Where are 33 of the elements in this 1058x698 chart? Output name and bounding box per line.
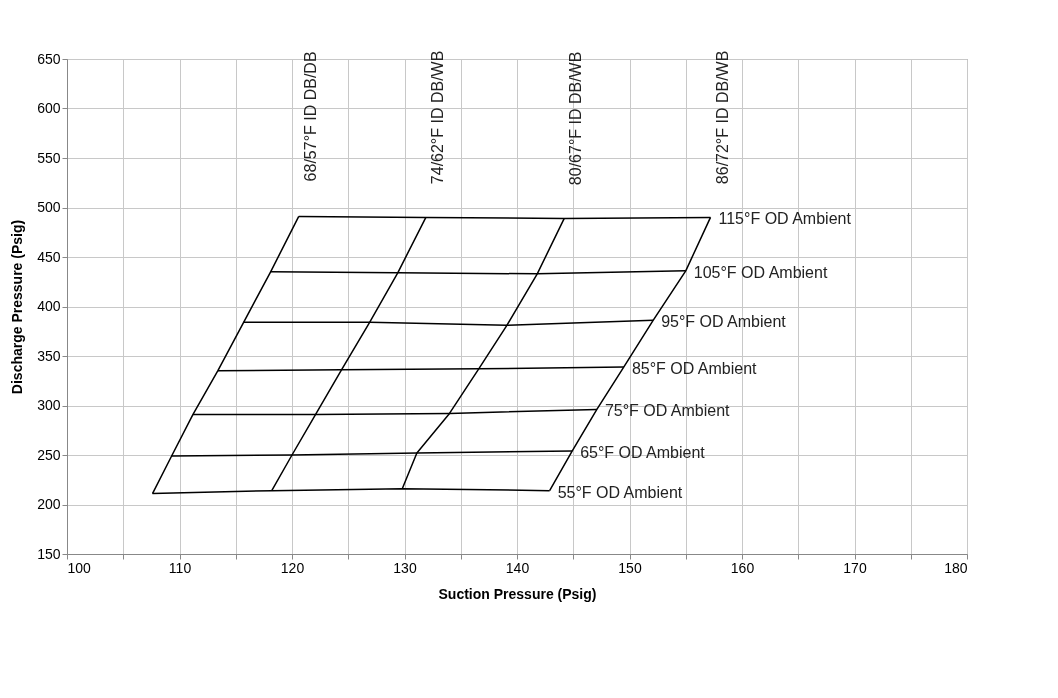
x-tick-label: 160 (730, 559, 755, 576)
x-tick-label: 130 (393, 559, 417, 576)
y-tick-label: 450 (37, 248, 61, 265)
y-tick-label: 500 (37, 199, 61, 215)
series-label: 95°F OD Ambient (661, 313, 787, 331)
series-label: 75°F OD Ambient (604, 402, 731, 420)
series-label: 105°F OD Ambient (693, 263, 828, 281)
y-tick-label: 150 (37, 545, 61, 562)
x-tick-label: 170 (843, 559, 867, 576)
series-label: 65°F OD Ambient (580, 444, 706, 462)
x-tick-label: 110 (168, 559, 192, 576)
x-tick-label: 120 (280, 559, 305, 576)
y-tick-label: 200 (37, 496, 61, 512)
y-tick-label: 300 (37, 397, 61, 413)
y-tick-label: 250 (37, 446, 61, 463)
y-tick-label: 650 (37, 50, 61, 67)
text: 86/72°F ID DB/WB (713, 50, 731, 185)
y-tick-label: 550 (37, 149, 61, 166)
text: 68/57°F ID DB/DB (301, 51, 319, 182)
series-label: 85°F OD Ambient (631, 359, 758, 377)
x-tick-label: 100 (67, 559, 92, 576)
x-tick-label: 150 (618, 559, 642, 576)
series-label: 115°F OD Ambient (718, 210, 852, 228)
y-tick-label: 400 (37, 298, 61, 314)
y-axis-title: Discharge Pressure (Psig) (9, 219, 26, 395)
x-tick-label: 140 (505, 559, 530, 576)
text: 74/62°F ID DB/WB (428, 50, 446, 185)
x-tick-label: 180 (944, 559, 968, 576)
y-tick-label: 600 (37, 100, 61, 116)
y-tick-label: 350 (37, 347, 61, 364)
text: 80/67°F ID DB/WB (567, 51, 585, 186)
x-axis-title: Suction Pressure (Psig) (438, 585, 597, 602)
series-label: 55°F OD Ambient (557, 483, 683, 501)
